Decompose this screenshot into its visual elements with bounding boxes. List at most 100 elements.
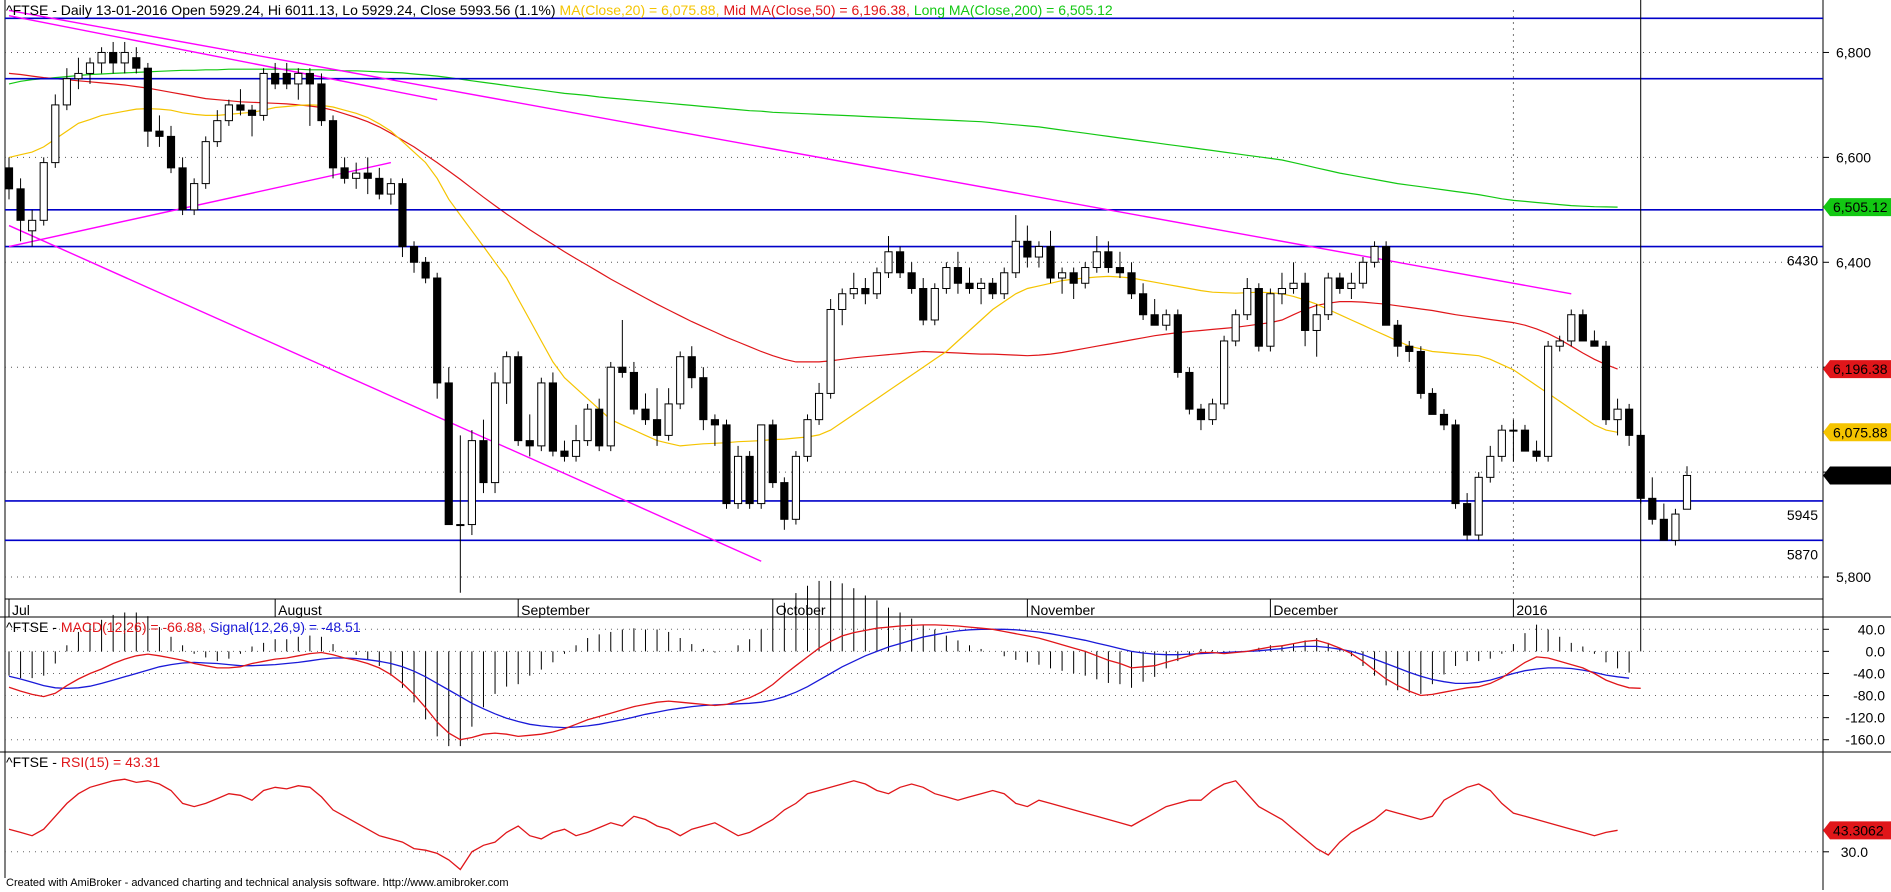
candle	[1613, 398, 1622, 436]
candle-body	[1000, 272, 1009, 295]
candle-body	[641, 408, 650, 421]
candle	[780, 477, 789, 530]
ma20-line	[8, 104, 1618, 447]
candle	[490, 372, 500, 494]
date-label: September	[521, 602, 590, 618]
candle-body	[942, 267, 951, 290]
candle	[271, 62, 280, 90]
candle-body	[1139, 293, 1148, 316]
date-label: August	[278, 602, 322, 618]
candle	[1555, 335, 1564, 352]
candle	[1162, 309, 1171, 331]
candle-body	[16, 188, 25, 221]
candle-body	[1428, 392, 1437, 415]
candle	[201, 136, 210, 189]
candle-body	[618, 366, 627, 373]
candle	[1312, 304, 1321, 357]
candle	[826, 299, 835, 399]
candle-body	[814, 392, 824, 421]
candle-body	[872, 272, 882, 295]
candle	[398, 178, 407, 258]
candle-body	[976, 282, 986, 290]
candle	[132, 47, 141, 74]
candle-body	[757, 424, 766, 505]
candle	[1150, 299, 1159, 326]
price-ytick-label: 6,400	[1836, 254, 1871, 270]
candle-body	[28, 219, 37, 232]
candle-body	[178, 167, 187, 211]
candle-body	[1613, 408, 1622, 421]
candle	[722, 419, 731, 509]
candle-body	[1474, 476, 1483, 536]
candle	[375, 167, 384, 200]
candle-body	[479, 440, 488, 484]
candle	[1648, 477, 1657, 525]
candle	[618, 319, 627, 378]
price-header-ma200: Long MA(Close,200) = 6,505.12	[914, 2, 1113, 18]
candle	[1185, 367, 1194, 415]
candle	[213, 110, 222, 147]
candle-body	[143, 67, 152, 132]
candle-body	[514, 356, 523, 442]
candle	[74, 57, 83, 90]
macd-histogram	[8, 0, 1642, 747]
candle	[1590, 330, 1599, 347]
candle-body	[1266, 293, 1275, 347]
candle-body	[1277, 288, 1287, 295]
rsi-header-prefix: ^FTSE -	[6, 754, 57, 770]
candle	[1092, 236, 1101, 273]
rsi-line-group	[8, 778, 1618, 871]
candle	[1196, 403, 1206, 431]
candle	[456, 435, 465, 593]
candle	[861, 278, 870, 305]
candle-body	[1370, 246, 1379, 263]
candle-body	[1393, 324, 1402, 347]
candle-body	[74, 72, 83, 80]
candle-body	[444, 382, 453, 526]
candle	[1416, 346, 1425, 399]
candle	[907, 262, 916, 294]
price-ytick-label: 6,600	[1836, 149, 1871, 165]
candle-body	[490, 382, 500, 484]
candle-body	[1497, 429, 1506, 457]
candle	[1023, 225, 1032, 268]
candle-body	[85, 62, 95, 74]
price-panel-bg	[0, 0, 1891, 617]
value-tag-bg	[1823, 423, 1891, 442]
date-label: December	[1273, 602, 1338, 618]
candle	[1324, 272, 1333, 320]
candle	[328, 115, 338, 179]
candle	[479, 419, 488, 494]
candle	[1208, 398, 1217, 425]
macd-lines	[8, 624, 1641, 741]
candle-body	[1463, 503, 1472, 536]
candle	[305, 68, 314, 126]
macd-line	[8, 624, 1641, 741]
macd-header-prefix: ^FTSE -	[6, 619, 57, 635]
candle	[363, 157, 372, 195]
candle	[190, 178, 199, 216]
candle-body	[190, 183, 199, 211]
rsi-header-value: RSI(15) = 43.31	[61, 754, 160, 770]
candle-body	[780, 482, 789, 520]
candle	[768, 419, 777, 488]
candle	[1173, 309, 1182, 378]
candle	[1011, 215, 1020, 279]
candle-body	[768, 424, 777, 484]
candle-body	[1416, 350, 1425, 394]
date-axis: Jul August September October November Decembe…	[8, 10, 1548, 618]
candle-body	[803, 419, 812, 457]
candle-body	[791, 455, 801, 520]
candle-body	[895, 251, 905, 274]
candle-body	[375, 177, 384, 195]
candle	[1497, 424, 1506, 462]
candle	[1301, 272, 1310, 347]
candle	[629, 361, 638, 415]
candle	[814, 382, 824, 425]
candle	[965, 267, 974, 294]
candle-body	[745, 455, 754, 505]
date-label: November	[1030, 602, 1095, 618]
candle	[595, 398, 604, 452]
candle	[39, 157, 48, 226]
